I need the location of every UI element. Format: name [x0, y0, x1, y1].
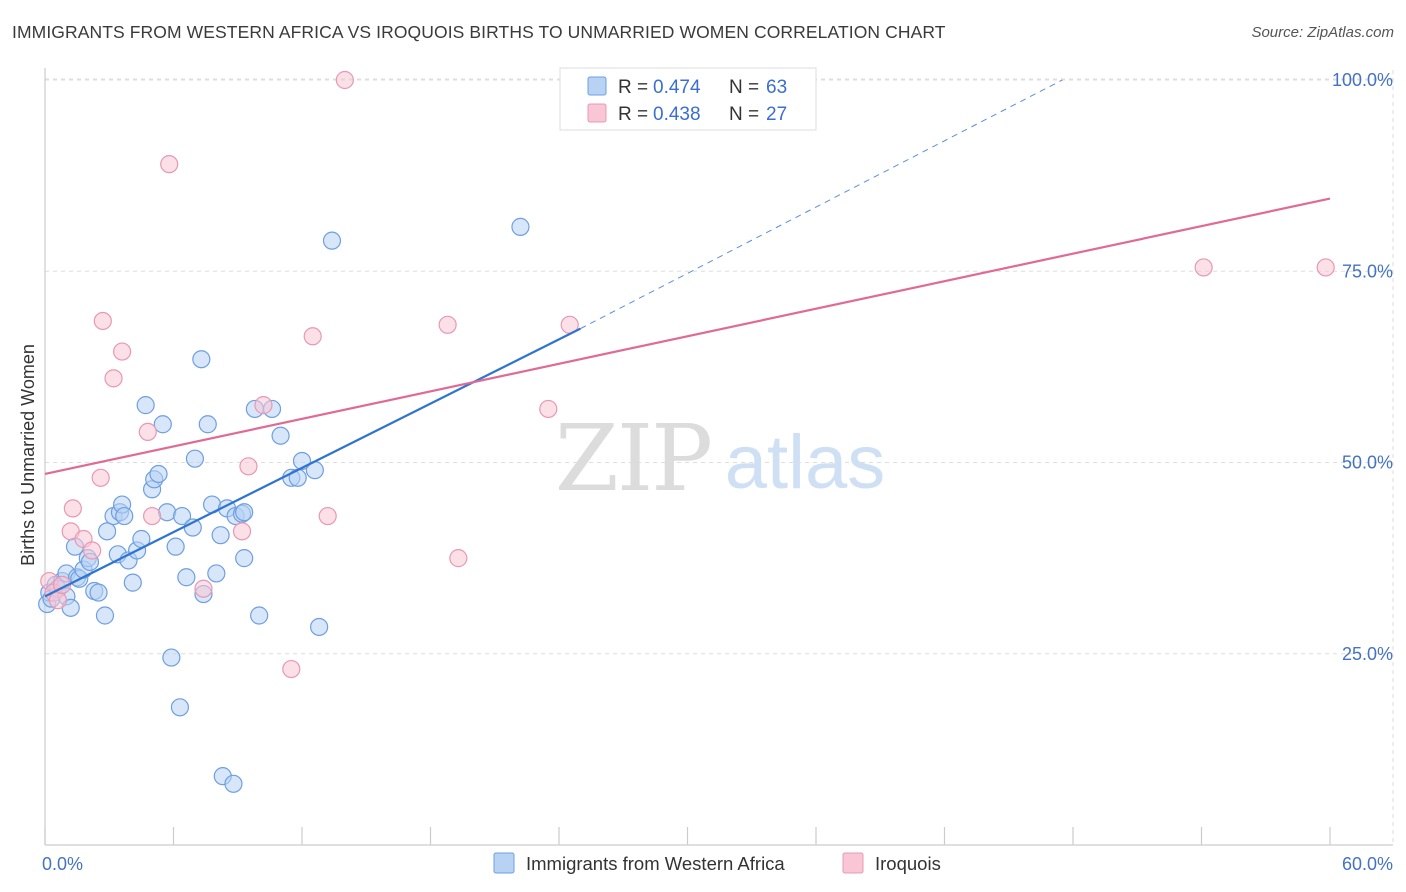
iroquois-point-25	[539, 399, 558, 419]
iroquois-point-2	[48, 591, 67, 610]
legend-n-label-blue: N =	[729, 77, 759, 98]
chart-title: IMMIGRANTS FROM WESTERN AFRICA VS IROQUO…	[12, 22, 946, 42]
legend-n-label-pink: N =	[729, 104, 759, 125]
western-africa-point-52	[235, 503, 254, 522]
western-africa-point-38	[177, 568, 196, 587]
western-africa-trend-extension	[580, 79, 1063, 330]
western-africa-point-18	[98, 522, 117, 541]
iroquois-point-11	[112, 342, 132, 361]
iroquois-point-19	[282, 659, 301, 679]
western-africa-point-45	[207, 564, 226, 583]
western-africa-point-25	[123, 573, 142, 592]
western-africa-point-57	[271, 426, 290, 445]
iroquois-point-16	[232, 522, 252, 541]
series-legend: Immigrants from Western Africa Iroquois	[493, 852, 941, 874]
stats-legend: R = 0.474 N = 63 R = 0.438 N = 27	[559, 67, 817, 131]
y-axis-label: Births to Unmarried Women	[18, 344, 38, 566]
iroquois-point-20	[303, 327, 322, 346]
western-africa-trend-line	[44, 327, 581, 598]
western-africa-point-23	[115, 506, 134, 526]
iroquois-point-14	[160, 155, 179, 174]
western-africa-point-55	[250, 606, 269, 625]
legend-r-label-pink: R =	[618, 104, 648, 125]
legend-swatch-iroquois	[842, 852, 864, 874]
iroquois-point-24	[449, 549, 468, 568]
western-africa-point-28	[136, 396, 155, 415]
legend-label-western-africa: Immigrants from Western Africa	[526, 853, 785, 874]
western-africa-point-64	[511, 217, 530, 236]
y-tick-labels: 25.0% 50.0% 75.0% 100.0%	[1332, 70, 1393, 664]
source-credit: Source: ZipAtlas.com	[1251, 24, 1394, 41]
legend-r-value-blue: 0.474	[653, 77, 701, 98]
western-africa-point-43	[198, 415, 217, 434]
iroquois-point-15	[194, 579, 213, 598]
western-africa-point-40	[185, 449, 205, 468]
western-africa-point-41	[192, 350, 211, 369]
iroquois-point-17	[239, 457, 258, 476]
western-africa-point-32	[153, 415, 172, 434]
legend-swatch-blue	[587, 76, 607, 96]
legend-swatch-pink	[587, 103, 607, 123]
legend-r-value-pink: 0.438	[653, 104, 701, 125]
legend-n-value-pink: 27	[766, 104, 787, 125]
iroquois-trend-line	[44, 197, 1331, 476]
iroquois-point-21	[318, 506, 337, 526]
iroquois-point-5	[63, 499, 82, 518]
trend-lines	[44, 79, 1331, 598]
iroquois-point-27	[1194, 258, 1213, 277]
iroquois-point-12	[138, 422, 157, 441]
legend-n-value-blue: 63	[766, 77, 787, 98]
iroquois-point-10	[104, 369, 123, 388]
y-tick-label-2: 75.0%	[1342, 261, 1393, 281]
western-africa-point-34	[162, 648, 181, 667]
western-africa-point-49	[224, 774, 243, 793]
western-africa-point-53	[235, 549, 254, 568]
series-western-africa-points	[38, 217, 530, 793]
y-tick-label-0: 25.0%	[1342, 644, 1393, 664]
iroquois-point-13	[142, 506, 162, 526]
x-tick-labels: 0.0% 60.0%	[42, 854, 1393, 874]
series-iroquois-points	[40, 70, 1335, 679]
watermark-zip: ZIP	[555, 405, 711, 512]
x-tick-label-max: 60.0%	[1342, 854, 1393, 874]
grid-lines	[45, 70, 1394, 845]
x-tick-label-min: 0.0%	[42, 854, 83, 874]
legend-swatch-western-africa	[493, 852, 515, 874]
western-africa-point-35	[166, 537, 185, 556]
western-africa-point-16	[89, 583, 108, 602]
iroquois-point-8	[91, 468, 110, 487]
western-africa-point-31	[149, 464, 168, 484]
iroquois-point-9	[93, 311, 112, 331]
western-africa-point-37	[172, 506, 192, 526]
legend-label-iroquois: Iroquois	[875, 853, 941, 874]
western-africa-point-33	[157, 503, 177, 522]
iroquois-point-23	[438, 315, 457, 334]
western-africa-point-36	[170, 698, 190, 717]
western-africa-point-46	[211, 526, 230, 545]
western-africa-point-62	[310, 617, 329, 637]
western-africa-point-17	[95, 606, 115, 625]
watermark: ZIP atlas	[555, 405, 885, 512]
axes	[44, 68, 1393, 846]
legend-r-label-blue: R =	[618, 77, 648, 98]
iroquois-point-28	[1316, 258, 1335, 277]
y-tick-label-3: 100.0%	[1332, 70, 1393, 90]
western-africa-point-63	[322, 231, 342, 250]
iroquois-point-22	[335, 70, 354, 90]
watermark-atlas: atlas	[725, 420, 886, 505]
iroquois-point-7	[83, 541, 102, 560]
y-tick-label-1: 50.0%	[1342, 453, 1393, 473]
iroquois-point-18	[254, 396, 273, 415]
